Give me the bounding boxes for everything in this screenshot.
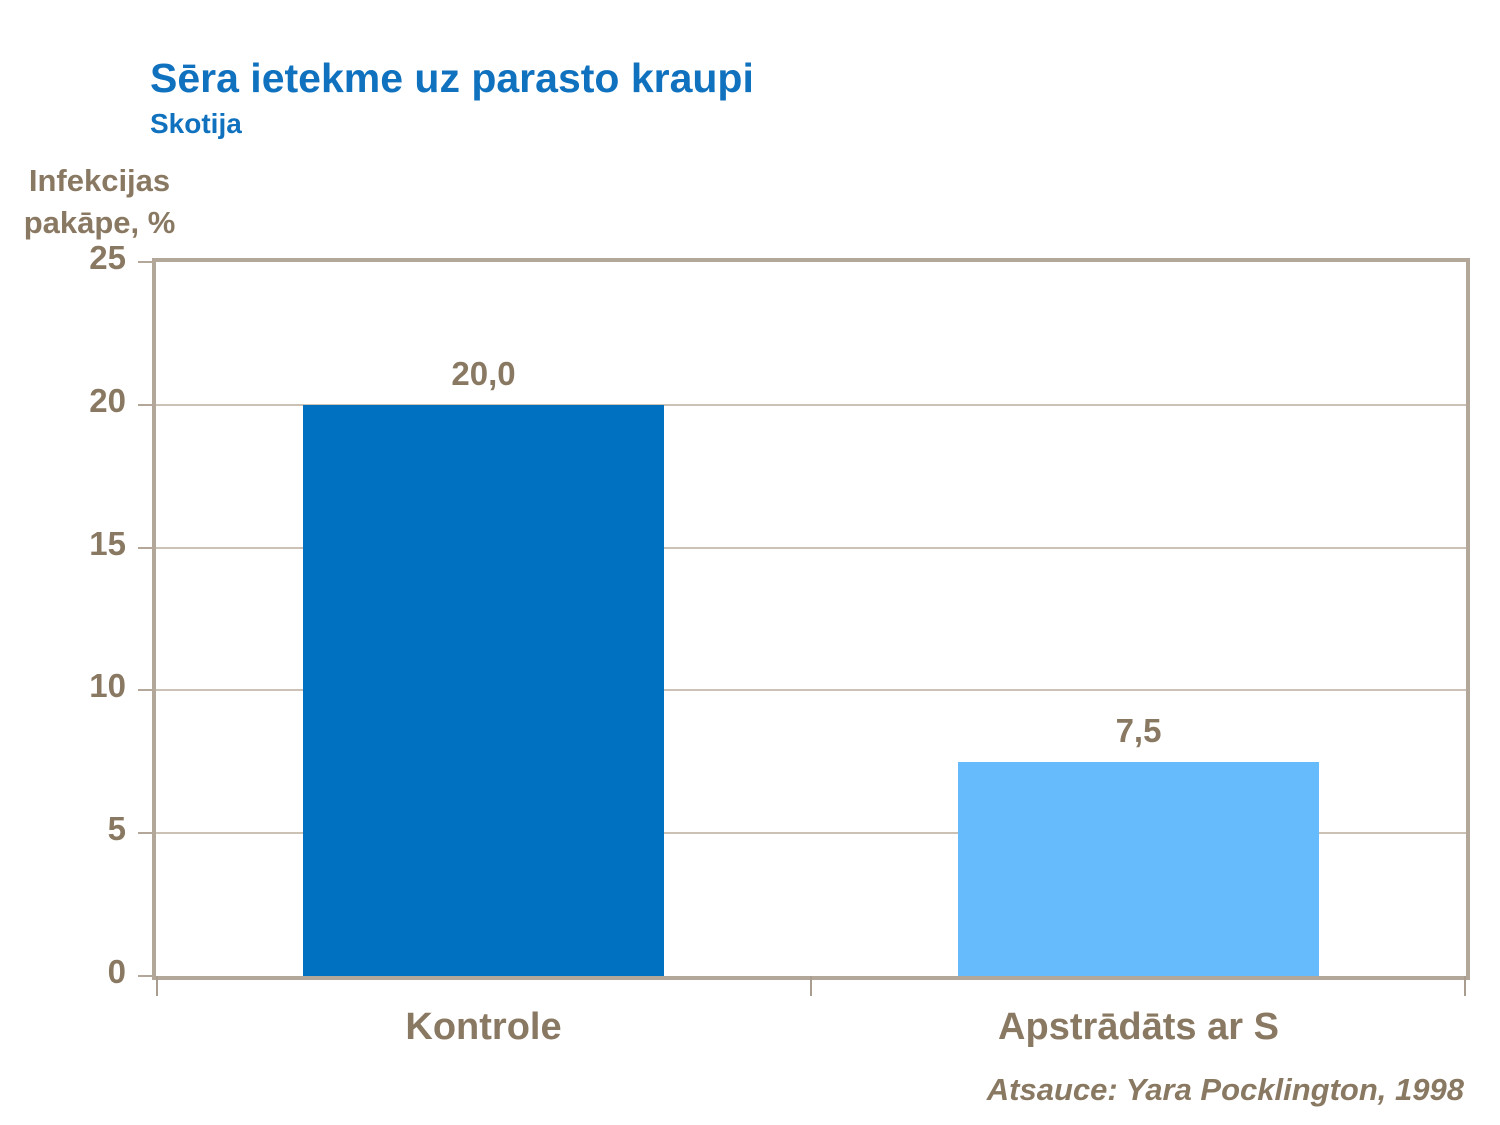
- y-tick-mark-25: [138, 261, 156, 263]
- y-tick-label-25: 25: [89, 239, 126, 276]
- y-tick-label-5: 5: [107, 810, 126, 848]
- bar-value-label-kontrole: 20,0: [451, 354, 516, 392]
- y-axis-title-line2: pakāpe, %: [23, 205, 176, 240]
- gridline-y-20: [156, 403, 1466, 406]
- y-tick-label-10: 10: [89, 667, 126, 705]
- y-tick-mark-20: [138, 403, 156, 406]
- y-tick-mark-5: [138, 832, 156, 835]
- bar-value-label-apstradats-ar-s: 7,5: [1115, 711, 1162, 749]
- x-tick-mark-0: [156, 976, 158, 996]
- y-axis-title-line1: Infekcijas: [28, 163, 171, 198]
- y-tick-label-15: 15: [89, 524, 126, 562]
- gridline-y-5: [156, 832, 1466, 835]
- y-tick-mark-0: [138, 975, 156, 977]
- gridline-y-15: [156, 546, 1466, 549]
- bar-kontrole: [303, 404, 664, 976]
- y-tick-label-0: 0: [107, 953, 126, 990]
- y-tick-mark-10: [138, 689, 156, 692]
- plot-area: 0 5 10 15 20 25 20,0 Kontrole 7,5 Apstrādāts ar S: [89, 239, 1470, 1048]
- source-reference: Atsauce: Yara Pocklington, 1998: [986, 1072, 1464, 1107]
- x-category-label-apstradats-ar-s: Apstrādāts ar S: [998, 1006, 1279, 1048]
- x-category-label-kontrole: Kontrole: [405, 1006, 562, 1048]
- chart-title: Sēra ietekme uz parasto kraupi: [150, 55, 754, 101]
- chart-subtitle: Skotija: [150, 108, 242, 139]
- bar-apstradats-ar-s: [958, 761, 1319, 976]
- gridline-y-10: [156, 689, 1466, 692]
- y-tick-label-20: 20: [89, 381, 126, 419]
- x-tick-mark-1: [810, 976, 812, 996]
- y-tick-mark-15: [138, 546, 156, 549]
- x-tick-mark-2: [1464, 976, 1466, 996]
- y-axis-title: Infekcijas pakāpe, %: [2, 160, 197, 244]
